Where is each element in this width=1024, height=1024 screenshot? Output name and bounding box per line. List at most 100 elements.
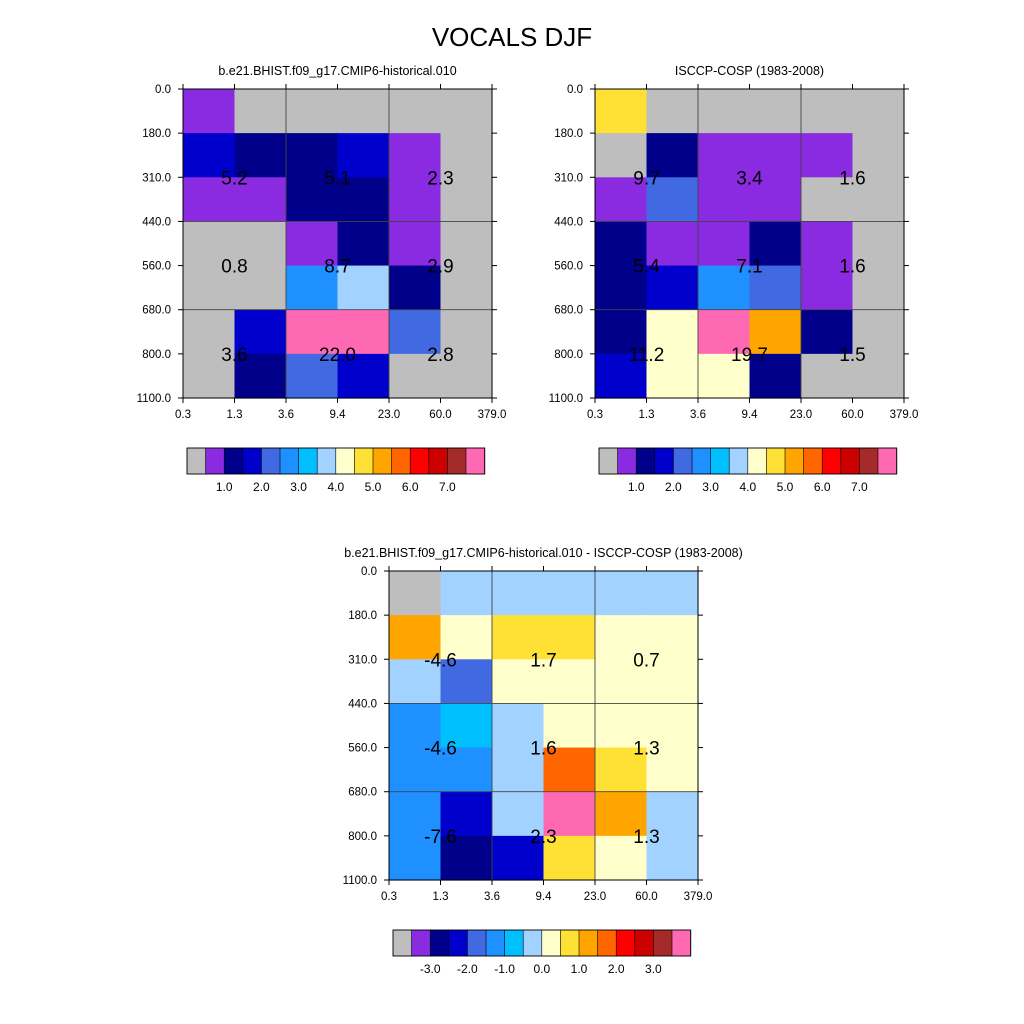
heatmap-cell bbox=[749, 177, 802, 223]
y-tick-label: 0.0 bbox=[567, 84, 583, 96]
colorbar-frame bbox=[598, 447, 898, 475]
x-tick-label: 3.6 bbox=[278, 409, 294, 421]
cell-value-label: 19.7 bbox=[731, 345, 768, 366]
cell-value-label: 1.7 bbox=[530, 650, 556, 671]
colorbar-swatch bbox=[821, 447, 842, 475]
panel-title: b.e21.BHIST.f09_g17.CMIP6-historical.010 bbox=[218, 64, 456, 78]
heatmap-panel-1: b.e21.BHIST.f09_g17.CMIP6-historical.010… bbox=[137, 64, 507, 494]
heatmap-cell bbox=[389, 177, 442, 223]
y-tick-label: 560.0 bbox=[348, 743, 377, 755]
heatmap-cell bbox=[852, 177, 905, 223]
heatmap-cell bbox=[183, 177, 236, 223]
colorbar-swatch bbox=[298, 447, 318, 475]
colorbar-label: -2.0 bbox=[457, 962, 478, 976]
colorbar-swatch bbox=[205, 447, 225, 475]
heatmap-cell bbox=[440, 835, 493, 881]
heatmap-cell bbox=[337, 265, 390, 311]
heatmap-cell bbox=[337, 221, 390, 267]
cell-value-label: 0.8 bbox=[221, 257, 247, 278]
heatmap-cell bbox=[749, 89, 802, 134]
heatmap-cell bbox=[595, 703, 648, 749]
y-tick-label: 1100.0 bbox=[549, 393, 583, 405]
heatmap-cell bbox=[646, 89, 699, 134]
cell-value-label: 0.7 bbox=[633, 650, 659, 671]
heatmap-cell bbox=[646, 747, 699, 793]
x-tick-label: 0.3 bbox=[587, 409, 603, 421]
heatmap-cell bbox=[801, 265, 854, 311]
heatmap-cell bbox=[286, 221, 339, 267]
x-tick-label: 9.4 bbox=[536, 891, 553, 903]
heatmap-cell bbox=[698, 309, 751, 355]
colorbar-swatch bbox=[223, 447, 244, 475]
figure-title: VOCALS DJF bbox=[432, 22, 592, 52]
heatmap-cell bbox=[183, 265, 236, 311]
x-tick-label: 379.0 bbox=[890, 409, 919, 421]
heatmap-cell bbox=[492, 659, 545, 705]
heatmap-cell bbox=[698, 89, 751, 134]
y-tick-label: 310.0 bbox=[142, 172, 171, 184]
heatmap-cell bbox=[595, 133, 648, 178]
colorbar-label: 5.0 bbox=[777, 480, 794, 494]
colorbar-frame bbox=[392, 929, 692, 957]
colorbar-swatch bbox=[671, 929, 692, 957]
heatmap-cell bbox=[440, 133, 493, 178]
colorbar-swatch bbox=[335, 447, 355, 475]
heatmap-cell bbox=[492, 703, 545, 749]
heatmap-cell bbox=[646, 791, 699, 837]
cell-value-label: 5.4 bbox=[633, 257, 660, 278]
heatmap-cell bbox=[492, 615, 545, 660]
panels-group: b.e21.BHIST.f09_g17.CMIP6-historical.010… bbox=[137, 64, 919, 976]
heatmap-cell bbox=[595, 221, 648, 267]
heatmap-cell bbox=[183, 221, 236, 267]
heatmap-cell bbox=[440, 571, 493, 616]
colorbar-swatch bbox=[597, 929, 617, 957]
heatmap-cell bbox=[698, 265, 751, 311]
colorbar-swatch bbox=[467, 929, 487, 957]
heatmap-cell bbox=[183, 309, 236, 355]
colorbar-swatch bbox=[859, 447, 879, 475]
heatmap-cell bbox=[234, 89, 287, 134]
colorbar-label: 2.0 bbox=[665, 480, 682, 494]
colorbar-label: 1.0 bbox=[571, 962, 588, 976]
heatmap-cell bbox=[492, 835, 545, 881]
cell-value-label: 1.6 bbox=[530, 739, 556, 760]
colorbar: 1.0 2.0 3.0 4.0 5.0 6.0 7.0 bbox=[186, 447, 486, 494]
cell-value-label: 22.0 bbox=[319, 345, 356, 366]
colorbar-swatch bbox=[485, 929, 506, 957]
heatmap-cell bbox=[389, 221, 442, 267]
heatmap-cell bbox=[234, 221, 287, 267]
x-tick-label: 3.6 bbox=[484, 891, 500, 903]
cell-value-label: 1.3 bbox=[633, 827, 659, 848]
heatmap-cell bbox=[646, 571, 699, 616]
heatmap-cell bbox=[543, 615, 596, 660]
colorbar-swatch bbox=[617, 447, 637, 475]
heatmap-cell bbox=[389, 265, 442, 311]
heatmap-cell bbox=[389, 791, 442, 837]
heatmap-cell bbox=[389, 571, 442, 616]
colorbar: -3.0 -2.0 -1.0 0.0 1.0 2.0 3.0 bbox=[392, 929, 692, 976]
colorbar-swatch bbox=[615, 929, 636, 957]
heatmap-cell bbox=[801, 133, 854, 178]
heatmap-cell bbox=[183, 89, 236, 134]
colorbar-swatch bbox=[409, 447, 430, 475]
colorbar-swatch bbox=[429, 929, 450, 957]
heatmap-cell bbox=[543, 703, 596, 749]
heatmap-cell bbox=[698, 177, 751, 223]
colorbar-label: 6.0 bbox=[402, 480, 419, 494]
y-tick-label: 0.0 bbox=[361, 566, 377, 578]
colorbar-label: -3.0 bbox=[420, 962, 441, 976]
x-tick-label: 379.0 bbox=[478, 409, 507, 421]
y-tick-label: 560.0 bbox=[554, 261, 583, 273]
colorbar-label: 3.0 bbox=[645, 962, 662, 976]
heatmap-cell bbox=[440, 309, 493, 355]
colorbar-swatch bbox=[598, 447, 619, 475]
x-tick-label: 0.3 bbox=[175, 409, 191, 421]
colorbar-swatch bbox=[428, 447, 448, 475]
heatmap-cell bbox=[389, 353, 442, 399]
colorbar-swatch bbox=[541, 929, 561, 957]
heatmap-cell bbox=[337, 309, 390, 355]
y-tick-label: 680.0 bbox=[142, 305, 171, 317]
y-tick-label: 680.0 bbox=[348, 787, 377, 799]
colorbar-label: 4.0 bbox=[739, 480, 756, 494]
colorbar-swatch bbox=[784, 447, 805, 475]
